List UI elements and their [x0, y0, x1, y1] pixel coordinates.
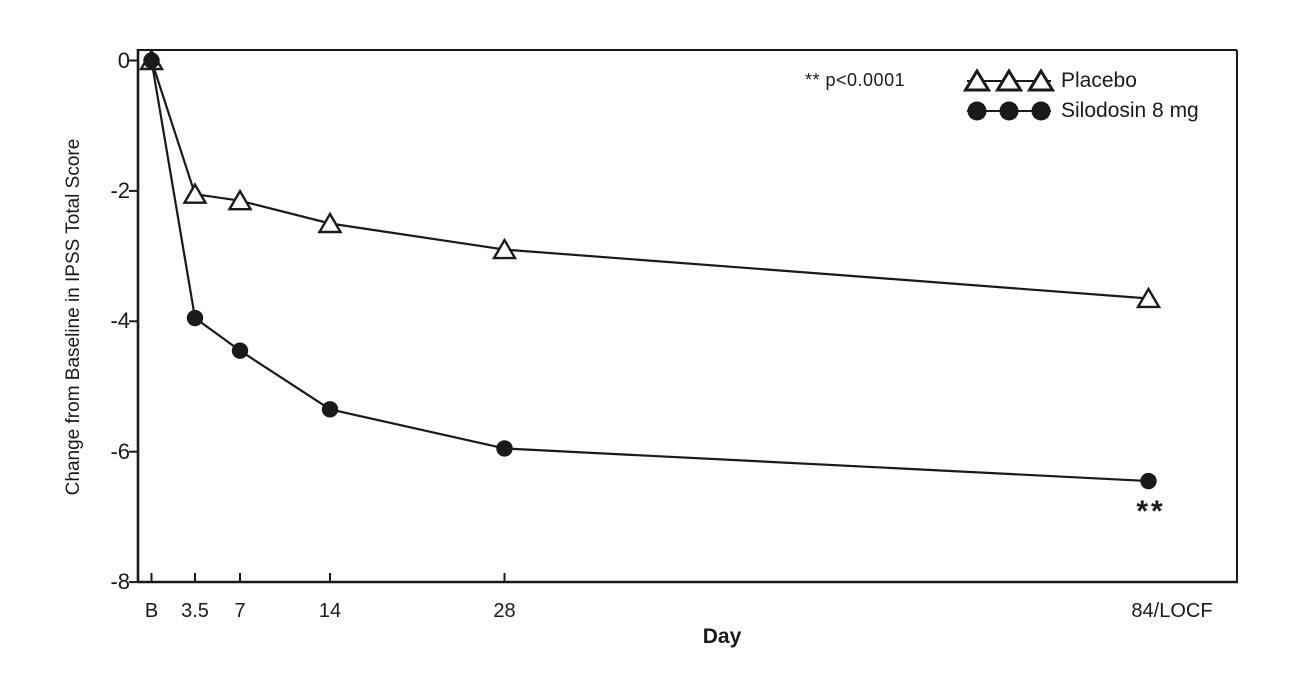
silodosin-point-marker [322, 401, 338, 417]
y-tick-label: -4 [66, 308, 130, 334]
legend-label-placebo: Placebo [1061, 69, 1137, 93]
significance-annotation: ** p<0.0001 [805, 70, 905, 91]
filled-circle-legend-icon [963, 98, 1055, 124]
legend-label-silodosin: Silodosin 8 mg [1061, 99, 1199, 123]
legend-item-silodosin: Silodosin 8 mg [963, 97, 1199, 124]
y-tick-label: -2 [66, 178, 130, 204]
silodosin-point-marker [496, 440, 512, 456]
x-axis-title: Day [652, 625, 792, 649]
x-tick-label: 28 [435, 599, 575, 623]
y-tick-label: 0 [66, 48, 130, 74]
legend-item-placebo: Placebo [963, 67, 1199, 94]
x-tick-label: 84/LOCF [1102, 599, 1242, 623]
silodosin-point-marker [187, 310, 203, 326]
legend: Placebo Silodosin 8 mg [963, 67, 1199, 127]
y-tick-label: -8 [66, 569, 130, 595]
open-triangle-legend-icon [963, 68, 1055, 94]
x-tick-label: 14 [260, 599, 400, 623]
significance-stars: ** [1124, 495, 1178, 529]
ipss-change-line-chart-figure: Change from Baseline in IPSS Total Score… [0, 0, 1300, 700]
y-tick-label: -6 [66, 439, 130, 465]
placebo-point-marker [185, 185, 206, 203]
silodosin-point-marker [232, 342, 248, 358]
placebo-point-marker [320, 214, 341, 232]
silodosin-point-marker [143, 52, 159, 68]
silodosin-point-marker [1140, 473, 1156, 489]
